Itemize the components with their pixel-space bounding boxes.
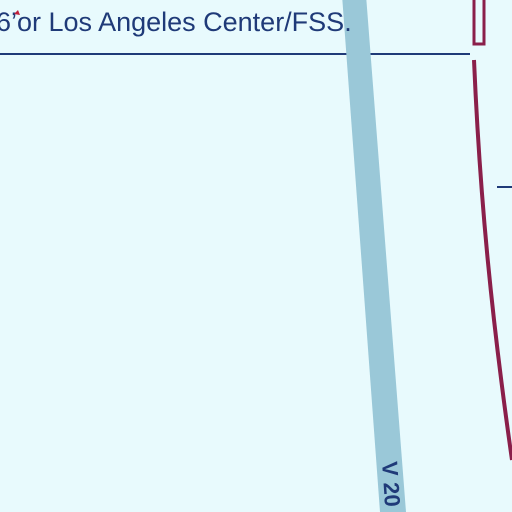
chart-note-text: 6’or Los Angeles Center/FSS.: [0, 7, 352, 37]
airway-band: [342, 0, 406, 512]
airway-label: V 20: [377, 461, 405, 508]
obstruction-mark-icon: [14, 10, 20, 15]
airspace-boundary-line: [472, 59, 512, 461]
airspace-box-edge: [472, 0, 486, 46]
